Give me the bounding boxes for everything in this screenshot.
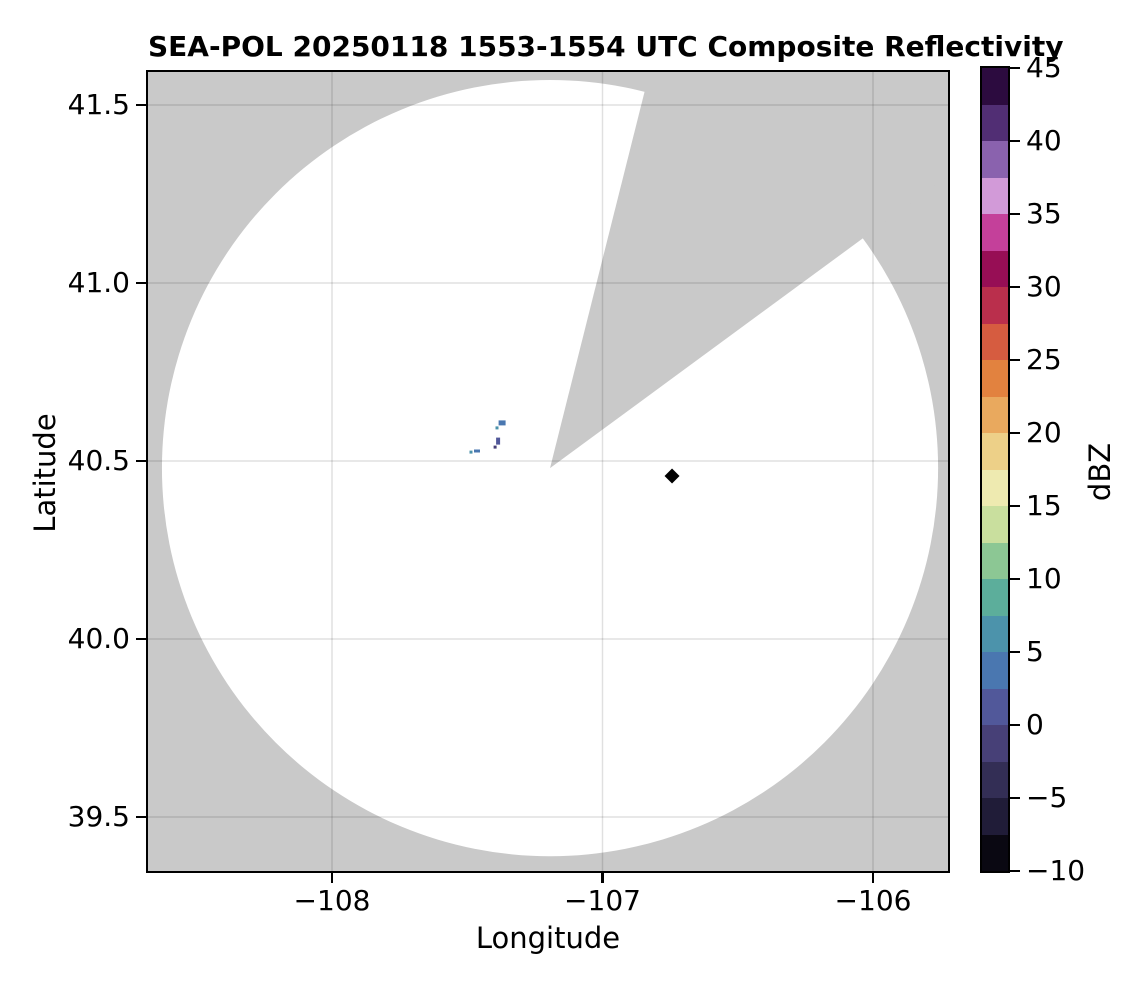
colorbar-segment [982, 360, 1008, 397]
colorbar-segment [982, 141, 1008, 178]
colorbar-tick-label: 45 [1026, 51, 1062, 84]
colorbar-tick-mark [1008, 796, 1020, 800]
colorbar-tick-label: 40 [1026, 124, 1062, 157]
colorbar-segment [982, 761, 1008, 798]
x-tick-label: −108 [293, 884, 371, 917]
colorbar-segment [982, 396, 1008, 433]
colorbar-segment [982, 250, 1008, 287]
colorbar-tick-label: 30 [1026, 270, 1062, 303]
reflectivity-echo [495, 426, 499, 430]
plot-title: SEA-POL 20250118 1553-1554 UTC Composite… [148, 30, 1064, 63]
y-tick-mark [136, 815, 148, 819]
colorbar-segment [982, 652, 1008, 689]
colorbar-segment [982, 615, 1008, 652]
colorbar-tick-label: −5 [1026, 781, 1068, 814]
colorbar-segment [982, 68, 1008, 105]
site-diamond-marker [664, 468, 680, 484]
colorbar-segment [982, 104, 1008, 141]
x-axis-label: Longitude [475, 921, 621, 955]
colorbar-tick-mark [1008, 723, 1020, 727]
colorbar-tick-mark [1008, 358, 1020, 362]
reflectivity-echo [474, 449, 480, 453]
colorbar-tick-label: 20 [1026, 416, 1062, 449]
colorbar-segment [982, 834, 1008, 871]
colorbar-tick-label: 0 [1026, 708, 1044, 741]
colorbar-tick-mark [1008, 504, 1020, 508]
colorbar-tick-label: −10 [1026, 854, 1086, 887]
colorbar-segment [982, 725, 1008, 762]
colorbar-segment [982, 287, 1008, 324]
colorbar-segment [982, 579, 1008, 616]
reflectivity-echo [469, 450, 473, 454]
y-tick-mark [136, 459, 148, 463]
colorbar-segment [982, 323, 1008, 360]
y-tick-label: 41.0 [67, 266, 130, 299]
colorbar-segment [982, 542, 1008, 579]
colorbar-tick-mark [1008, 212, 1020, 216]
reflectivity-echo [498, 420, 506, 426]
colorbar-segment [982, 469, 1008, 506]
colorbar-label: dBZ [1083, 442, 1117, 502]
colorbar-segment [982, 688, 1008, 725]
reflectivity-echo [496, 437, 501, 445]
radar-plot-svg [148, 72, 948, 871]
y-axis-label: Latitude [28, 413, 62, 533]
colorbar-tick-mark [1008, 650, 1020, 654]
y-tick-mark [136, 103, 148, 107]
x-tick-label: −107 [564, 884, 641, 917]
y-tick-label: 40.5 [67, 444, 130, 477]
colorbar-tick-mark [1008, 431, 1020, 435]
y-tick-mark [136, 281, 148, 285]
reflectivity-echo [493, 445, 497, 449]
colorbar-tick-label: 25 [1026, 343, 1062, 376]
colorbar-segment [982, 214, 1008, 251]
colorbar-segment [982, 506, 1008, 543]
y-tick-label: 39.5 [67, 800, 130, 833]
colorbar-tick-mark [1008, 869, 1020, 873]
colorbar-segment [982, 433, 1008, 470]
plot-area [146, 70, 950, 873]
x-tick-mark [330, 871, 334, 883]
colorbar-segment [982, 177, 1008, 214]
x-tick-label: −106 [834, 884, 912, 917]
colorbar-tick-label: 15 [1026, 489, 1062, 522]
y-tick-label: 40.0 [67, 622, 130, 655]
colorbar-tick-mark [1008, 285, 1020, 289]
colorbar [980, 66, 1010, 873]
y-tick-mark [136, 637, 148, 641]
colorbar-tick-label: 10 [1026, 562, 1062, 595]
blocked-sector-wedge [550, 72, 948, 469]
colorbar-tick-mark [1008, 139, 1020, 143]
y-tick-label: 41.5 [67, 88, 130, 121]
x-tick-mark [871, 871, 875, 883]
colorbar-segment [982, 798, 1008, 835]
colorbar-tick-label: 5 [1026, 635, 1044, 668]
x-tick-mark [601, 871, 604, 883]
colorbar-tick-mark [1008, 66, 1020, 70]
colorbar-tick-mark [1008, 577, 1020, 581]
colorbar-tick-label: 35 [1026, 197, 1062, 230]
